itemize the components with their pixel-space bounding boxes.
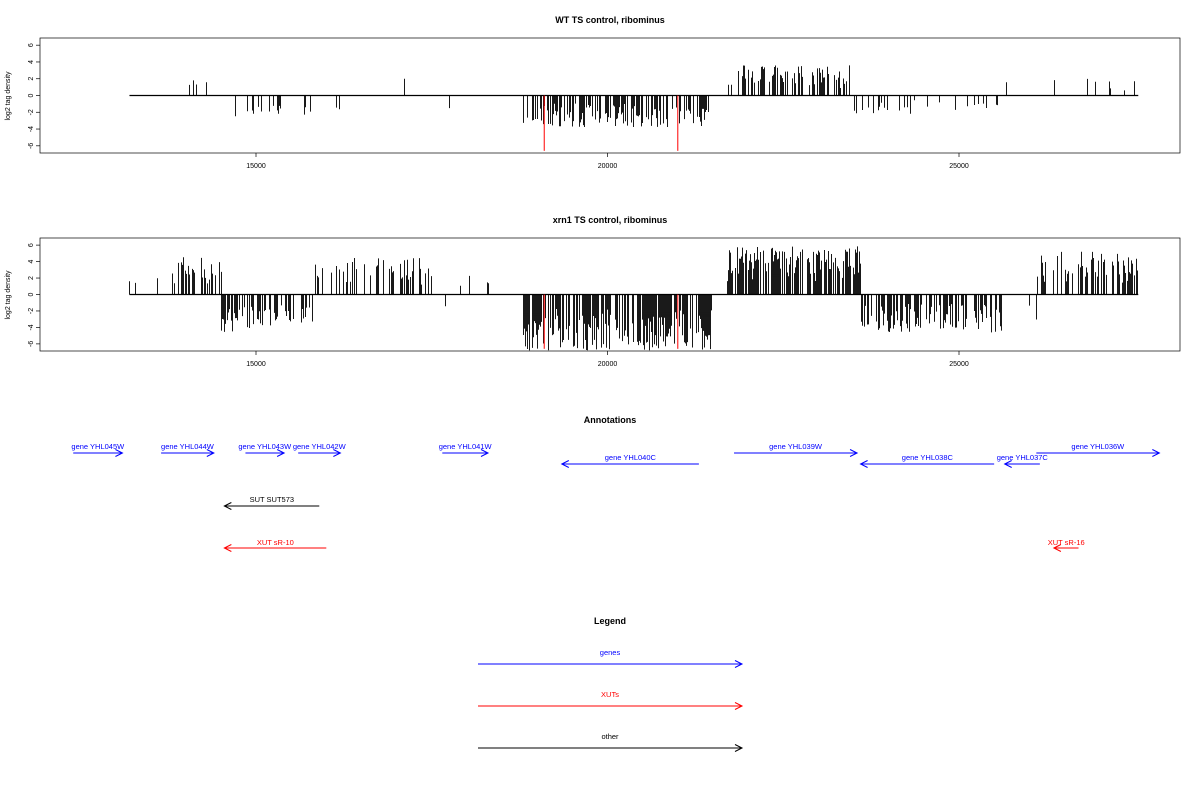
legend-label: XUTs: [601, 690, 619, 699]
gene-label: gene YHL044W: [161, 442, 215, 451]
wt-density-bars: [189, 65, 1135, 128]
legend: Legend genes XUTs other: [478, 616, 744, 752]
wt-density-panel: WT TS control, ribominus log2 tag densit…: [5, 15, 1181, 170]
legend-items: genes XUTs other: [478, 648, 744, 752]
gene-label: gene YHL036W: [1071, 442, 1125, 451]
x-tick-label: 20000: [598, 361, 618, 368]
y-tick-label: -4: [28, 324, 35, 330]
legend-arrow: [478, 744, 744, 752]
xut-arrow: [223, 544, 327, 552]
y-tick-label: 0: [28, 292, 35, 296]
y-tick-label: -2: [28, 109, 35, 115]
annotations-track: Annotations gene YHL045W gene YHL044W gene…: [71, 415, 1161, 552]
wt-panel-title: WT TS control, ribominus: [555, 15, 665, 25]
gene-arrow: [161, 449, 215, 457]
wt-x-axis: 15000 20000 25000: [246, 153, 969, 170]
y-tick-label: 6: [28, 243, 35, 247]
wt-y-axis-label: log2 tag density: [5, 71, 12, 121]
gene-arrow: [73, 449, 124, 457]
legend-arrow: [478, 702, 744, 710]
xrn1-highlight-marks: [543, 294, 679, 349]
density-bar-series: [129, 246, 1138, 351]
xut-label: XUT sR-10: [257, 538, 294, 547]
gene-arrow: [560, 460, 699, 468]
gene-arrow: [859, 460, 995, 468]
y-tick-label: 2: [28, 276, 35, 280]
legend-label: genes: [600, 648, 621, 657]
gene-arrow: [1003, 460, 1040, 468]
other-annotations: SUT SUT573: [223, 495, 320, 510]
gene-label: gene YHL041W: [439, 442, 493, 451]
xrn1-x-axis: 15000 20000 25000: [246, 351, 969, 368]
wt-highlight-marks: [543, 95, 679, 151]
x-tick-label: 20000: [598, 163, 618, 170]
xrn1-panel-title: xrn1 TS control, ribominus: [553, 215, 668, 225]
y-tick-label: 4: [28, 260, 35, 264]
density-bar-series: [189, 65, 1135, 128]
y-tick-label: 4: [28, 60, 35, 64]
x-tick-label: 15000: [246, 361, 266, 368]
y-tick-label: 2: [28, 77, 35, 81]
gene-annotations: gene YHL045W gene YHL044W gene YHL043W gene…: [71, 442, 1161, 468]
gene-label: gene YHL038C: [902, 453, 954, 462]
gene-label: gene YHL042W: [293, 442, 347, 451]
legend-label: other: [601, 732, 619, 741]
legend-title: Legend: [594, 616, 626, 626]
xut-annotations: XUT sR-10 XUT sR-16: [223, 538, 1085, 552]
gene-arrow: [245, 449, 286, 457]
y-tick-label: 6: [28, 43, 35, 47]
xrn1-density-bars: [129, 246, 1138, 351]
xrn1-y-axis-label: log2 tag density: [5, 270, 12, 320]
gene-arrow: [734, 449, 859, 457]
xrn1-density-panel: xrn1 TS control, ribominus log2 tag dens…: [5, 215, 1181, 368]
xut-arrow: [1052, 544, 1079, 552]
x-tick-label: 25000: [949, 361, 969, 368]
annotations-title: Annotations: [584, 415, 637, 425]
gene-label: gene YHL037C: [997, 453, 1049, 462]
gene-label: gene YHL045W: [71, 442, 125, 451]
gene-label: gene YHL039W: [769, 442, 823, 451]
gene-arrow: [1036, 449, 1161, 457]
y-tick-label: -2: [28, 308, 35, 314]
gene-arrow: [298, 449, 342, 457]
x-tick-label: 15000: [246, 163, 266, 170]
xut-label: XUT sR-16: [1048, 538, 1085, 547]
xrn1-y-axis: -6 -4 -2 0 2 4 6: [28, 243, 40, 347]
y-tick-label: -4: [28, 126, 35, 132]
other-label: SUT SUT573: [250, 495, 294, 504]
x-tick-label: 25000: [949, 163, 969, 170]
legend-arrow: [478, 660, 744, 668]
other-arrow: [223, 502, 320, 510]
wt-y-axis: -6 -4 -2 0 2 4 6: [28, 43, 40, 149]
y-tick-label: -6: [28, 341, 35, 347]
gene-label: gene YHL043W: [238, 442, 292, 451]
gene-label: gene YHL040C: [605, 453, 657, 462]
gene-arrow: [442, 449, 490, 457]
y-tick-label: -6: [28, 143, 35, 149]
y-tick-label: 0: [28, 93, 35, 97]
